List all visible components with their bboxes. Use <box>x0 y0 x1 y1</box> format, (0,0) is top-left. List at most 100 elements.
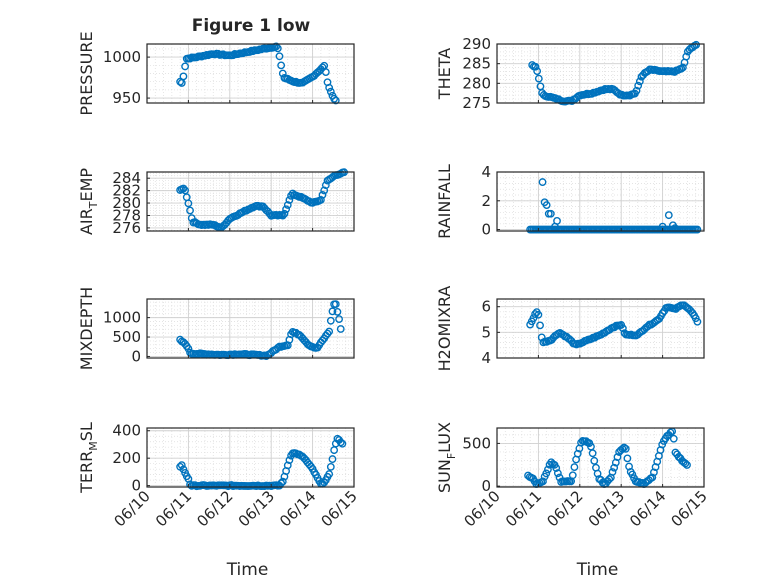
data-point <box>677 64 686 73</box>
data-point <box>666 428 675 437</box>
subplot-1: 950 1000 PRESSURE <box>77 31 355 116</box>
data-point <box>273 44 282 53</box>
data-point <box>608 468 617 476</box>
data-point <box>323 329 332 338</box>
data-point <box>283 201 292 209</box>
y-label-subscript: M <box>87 441 100 451</box>
data-point <box>692 40 701 49</box>
y-label-subscript: T <box>87 201 100 209</box>
data-point <box>531 310 539 318</box>
x-axis-label: Time <box>576 560 619 580</box>
y-axis-label: MIXDEPTH <box>77 287 96 370</box>
data-point <box>328 455 337 463</box>
data-point <box>181 186 189 195</box>
y-tick-label: 2 <box>481 192 491 210</box>
data-point <box>693 225 702 234</box>
y-axis-label: PRESSURE <box>77 31 96 115</box>
x-tick-label: 06/12 <box>193 487 236 530</box>
data-point <box>620 443 628 452</box>
plot-area <box>497 172 704 231</box>
x-tick-label: 06/13 <box>585 487 628 530</box>
y-tick-label: 290 <box>462 35 491 53</box>
y-tick-label: 6 <box>481 298 491 316</box>
y-axis-label: H2OMIXRA <box>435 286 454 372</box>
y-tick-label: 400 <box>112 422 141 440</box>
x-tick-label: 06/12 <box>543 487 586 530</box>
y-label-main: AIR <box>77 208 96 235</box>
data-point <box>531 62 540 71</box>
data-point <box>693 317 702 326</box>
y-tick-label: 0 <box>131 347 141 365</box>
y-axis-label: TERRMSL <box>77 422 100 494</box>
y-tick-label: 950 <box>112 89 141 107</box>
data-point <box>275 52 284 61</box>
data-point <box>331 300 340 309</box>
axes-frame <box>146 171 355 232</box>
y-label-rest: LUX <box>435 422 454 453</box>
x-tick-label: 06/11 <box>502 487 545 530</box>
data-point <box>338 439 347 448</box>
y-tick-label: 284 <box>112 169 141 187</box>
y-tick-label: 500 <box>462 434 491 452</box>
axes-frame <box>496 298 705 359</box>
data-point <box>613 453 622 461</box>
y-tick-label: 280 <box>462 74 491 92</box>
data-point <box>552 464 561 472</box>
y-tick-label: 500 <box>112 328 141 346</box>
axes-frame <box>146 298 355 359</box>
data-point <box>333 307 342 316</box>
subplot-7: 020040006/1006/1106/1206/1306/1406/15TER… <box>77 422 361 580</box>
data-point <box>325 470 334 478</box>
data-point <box>605 475 614 484</box>
data-point <box>181 62 189 71</box>
data-point <box>638 479 647 487</box>
data-point <box>277 61 286 70</box>
data-point <box>683 461 691 469</box>
data-point <box>544 465 552 474</box>
y-tick-label: 285 <box>462 55 491 73</box>
data-point <box>628 470 637 479</box>
x-tick-label: 06/15 <box>668 487 711 530</box>
data-point <box>325 83 334 92</box>
data-point <box>590 456 599 465</box>
data-point <box>283 461 292 470</box>
data-point <box>568 471 577 480</box>
axes-frame <box>496 427 705 488</box>
data-point <box>542 201 551 209</box>
data-point <box>325 327 334 336</box>
axes-frame <box>146 43 355 104</box>
data-point <box>280 209 289 218</box>
data-point <box>179 184 188 193</box>
data-point <box>669 434 678 443</box>
data-point <box>321 68 330 77</box>
y-label-subscript: F <box>445 453 458 459</box>
data-point <box>321 181 330 190</box>
y-label-rest: EMP <box>77 168 96 202</box>
data-point <box>278 477 287 486</box>
y-tick-label: 4 <box>481 163 491 181</box>
y-axis-label: AIRTEMP <box>77 168 100 235</box>
data-point <box>534 310 543 319</box>
data-point <box>534 74 543 83</box>
x-tick-label: 06/14 <box>276 487 319 530</box>
figure-title: Figure 1 low <box>192 16 311 36</box>
data-point <box>648 473 657 482</box>
data-point <box>542 469 551 478</box>
y-tick-label: 1000 <box>103 48 141 66</box>
data-point <box>336 438 345 447</box>
data-point <box>588 449 597 458</box>
data-point <box>326 316 335 325</box>
y-tick-label: 278 <box>112 206 141 224</box>
data-point <box>335 315 343 324</box>
data-point <box>186 206 194 215</box>
subplot-4: 0 2 4 RAINFALL <box>435 163 705 239</box>
y-tick-label: 0 <box>131 477 141 495</box>
data-point <box>664 211 673 220</box>
y-axis-label: THETA <box>435 48 454 100</box>
y-tick-label: 0 <box>481 477 491 495</box>
x-tick-label: 06/13 <box>235 487 278 530</box>
data-point <box>176 77 185 86</box>
